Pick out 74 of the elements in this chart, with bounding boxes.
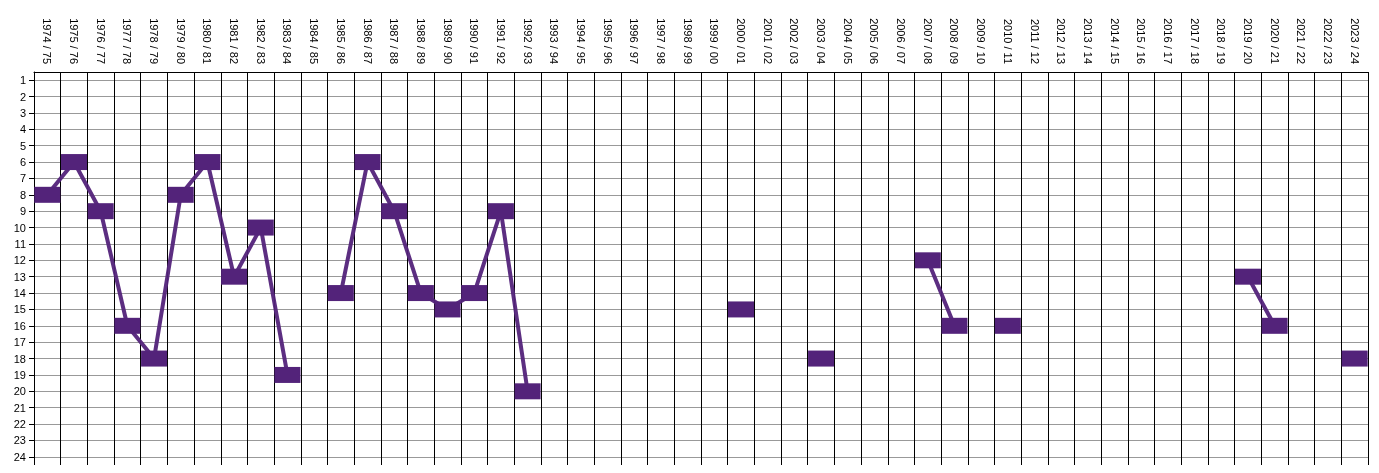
x-tick-label: 1986 / 87 xyxy=(361,18,374,64)
x-tick-label: 1977 / 78 xyxy=(121,18,134,64)
y-tick-label: 7 xyxy=(19,172,26,185)
y-tick-label: 6 xyxy=(19,156,26,169)
y-tick-label: 9 xyxy=(19,205,26,218)
y-tick-label: 11 xyxy=(14,237,26,250)
x-tick-label: 1984 / 85 xyxy=(308,18,321,64)
y-tick-label: 13 xyxy=(13,270,26,283)
x-tick-label: 2002 / 03 xyxy=(788,18,801,64)
y-tick-label: 1 xyxy=(19,74,26,87)
x-tick-label: 1983 / 84 xyxy=(281,18,294,64)
x-tick-label: 1995 / 96 xyxy=(601,18,614,64)
y-tick-label: 15 xyxy=(13,303,26,316)
y-tick-label: 18 xyxy=(13,352,26,365)
x-tick-label: 2018 / 19 xyxy=(1215,18,1228,64)
x-tick-label: 2008 / 09 xyxy=(948,18,961,64)
x-tick-label: 2021 / 22 xyxy=(1295,18,1308,64)
x-tick-label: 1989 / 90 xyxy=(441,18,454,64)
x-tick-label: 2011 / 12 xyxy=(1028,18,1041,64)
y-tick-label: 23 xyxy=(13,434,26,447)
x-tick-label: 2003 / 04 xyxy=(815,18,828,64)
x-tick-label: 1996 / 97 xyxy=(628,18,641,64)
x-tick-label: 2014 / 15 xyxy=(1108,18,1121,64)
x-tick-label: 2013 / 14 xyxy=(1081,18,1094,64)
y-tick-label: 17 xyxy=(13,336,26,349)
x-tick-label: 1978 / 79 xyxy=(148,18,161,64)
x-tick-label: 2000 / 01 xyxy=(735,18,748,64)
x-tick-label: 1998 / 99 xyxy=(681,18,694,64)
y-tick-label: 4 xyxy=(19,123,26,136)
x-tick-label: 2009 / 10 xyxy=(975,18,988,64)
y-tick-label: 12 xyxy=(13,254,26,267)
y-tick-label: 16 xyxy=(13,319,26,332)
y-tick-label: 24 xyxy=(13,450,26,463)
x-tick-label: 1987 / 88 xyxy=(388,18,401,64)
x-tick-label: 2010 / 11 xyxy=(1001,18,1014,64)
x-tick-label: 2012 / 13 xyxy=(1055,18,1068,64)
x-tick-label: 1994 / 95 xyxy=(574,18,587,64)
x-tick-label: 1975 / 76 xyxy=(68,18,81,64)
x-tick-label: 1979 / 80 xyxy=(174,18,187,64)
x-tick-label: 1982 / 83 xyxy=(254,18,267,64)
x-tick-label: 2007 / 08 xyxy=(921,18,934,64)
x-tick-label: 2005 / 06 xyxy=(868,18,881,64)
x-tick-label: 2023 / 24 xyxy=(1348,18,1361,64)
x-tick-label: 1990 / 91 xyxy=(468,18,481,64)
x-tick-label: 2020 / 21 xyxy=(1268,18,1281,64)
x-tick-label: 2022 / 23 xyxy=(1321,18,1334,64)
x-tick-label: 2016 / 17 xyxy=(1161,18,1174,64)
y-tick-label: 8 xyxy=(19,188,26,201)
x-tick-label: 2006 / 07 xyxy=(895,18,908,64)
x-tick-label: 1974 / 75 xyxy=(41,18,54,64)
y-tick-label: 3 xyxy=(19,106,26,119)
x-tick-label: 1992 / 93 xyxy=(521,18,534,64)
x-tick-label: 1985 / 86 xyxy=(334,18,347,64)
y-tick-label: 2 xyxy=(19,90,26,103)
x-tick-label: 2001 / 02 xyxy=(761,18,774,64)
y-tick-label: 22 xyxy=(13,418,26,431)
x-tick-label: 2015 / 16 xyxy=(1135,18,1148,64)
y-tick-label: 5 xyxy=(19,139,26,152)
x-tick-label: 1997 / 98 xyxy=(654,18,667,64)
x-tick-label: 2019 / 20 xyxy=(1241,18,1254,64)
x-tick-label: 1976 / 77 xyxy=(94,18,107,64)
x-tick-label: 1988 / 89 xyxy=(414,18,427,64)
x-tick-label: 1993 / 94 xyxy=(548,18,561,64)
x-tick-label: 2017 / 18 xyxy=(1188,18,1201,64)
x-tick-label: 1980 / 81 xyxy=(201,18,214,64)
x-tick-label: 1981 / 82 xyxy=(228,18,241,64)
y-tick-label: 21 xyxy=(13,401,26,414)
y-tick-label: 10 xyxy=(13,221,26,234)
x-tick-label: 1991 / 92 xyxy=(494,18,507,64)
y-tick-label: 19 xyxy=(13,368,26,381)
y-tick-label: 20 xyxy=(13,385,26,398)
x-tick-label: 2004 / 05 xyxy=(841,18,854,64)
x-tick-label: 1999 / 00 xyxy=(708,18,721,64)
y-tick-label: 14 xyxy=(13,287,26,300)
